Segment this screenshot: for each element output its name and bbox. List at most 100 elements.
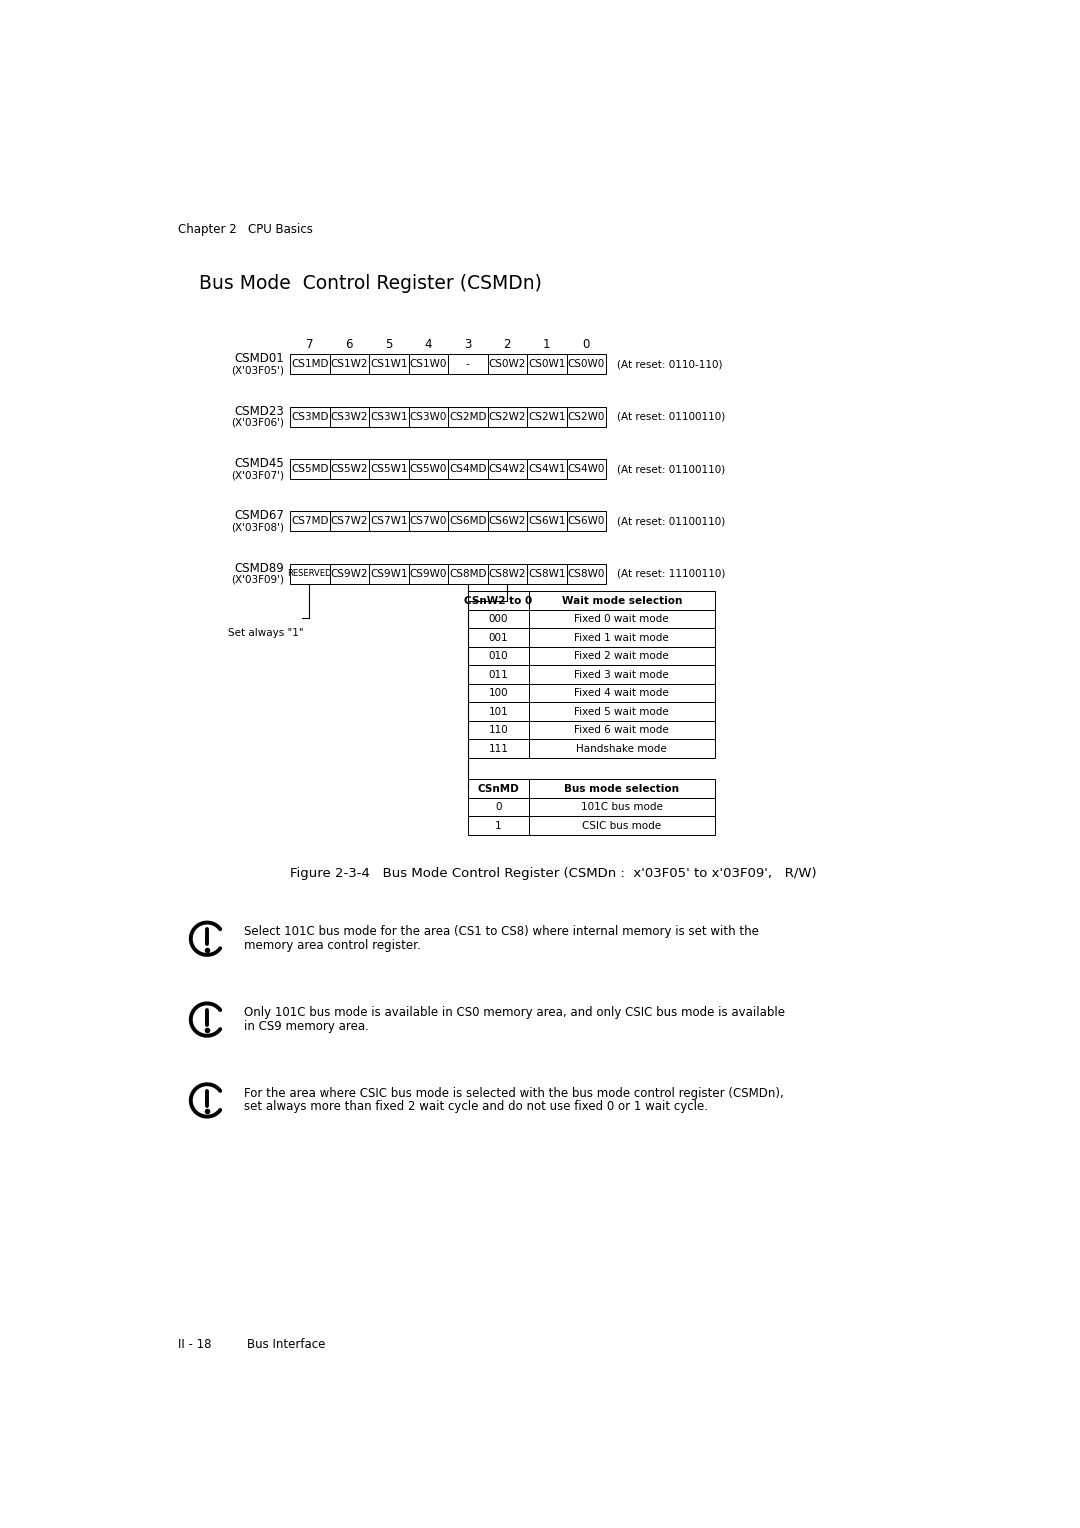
Text: CS7MD: CS7MD <box>291 516 328 526</box>
Text: Set always "1": Set always "1" <box>228 628 303 639</box>
Bar <box>567 406 606 426</box>
Bar <box>469 646 529 665</box>
Text: (At reset: 11100110): (At reset: 11100110) <box>617 568 726 579</box>
Text: CS4MD: CS4MD <box>449 465 487 474</box>
Text: CS4W1: CS4W1 <box>528 465 566 474</box>
Bar <box>469 685 529 703</box>
Text: CSnW2 to 0: CSnW2 to 0 <box>464 596 532 605</box>
Bar <box>469 816 529 834</box>
Text: CS8W0: CS8W0 <box>568 568 605 579</box>
Bar <box>329 512 369 532</box>
Text: 100: 100 <box>488 688 509 698</box>
Text: Bus mode selection: Bus mode selection <box>564 784 679 793</box>
Text: 2: 2 <box>503 338 511 351</box>
Bar <box>529 610 715 628</box>
Bar <box>369 564 408 584</box>
Text: CS6MD: CS6MD <box>449 516 487 526</box>
Text: CS5W1: CS5W1 <box>370 465 407 474</box>
Text: CS3MD: CS3MD <box>291 411 328 422</box>
Bar <box>448 406 488 426</box>
Text: CS1W2: CS1W2 <box>330 359 368 370</box>
Bar <box>329 354 369 374</box>
Text: Handshake mode: Handshake mode <box>577 744 667 753</box>
Text: (X'03F07'): (X'03F07') <box>231 471 284 480</box>
Text: Fixed 3 wait mode: Fixed 3 wait mode <box>575 669 670 680</box>
Text: CS5W0: CS5W0 <box>409 465 447 474</box>
Text: (X'03F08'): (X'03F08') <box>231 523 284 533</box>
Bar <box>329 406 369 426</box>
Bar <box>408 458 448 480</box>
Text: Select 101C bus mode for the area (CS1 to CS8) where internal memory is set with: Select 101C bus mode for the area (CS1 t… <box>243 924 758 938</box>
Text: (At reset: 01100110): (At reset: 01100110) <box>617 516 726 526</box>
Bar <box>488 458 527 480</box>
Text: 6: 6 <box>346 338 353 351</box>
Bar <box>469 591 529 610</box>
Bar <box>291 564 329 584</box>
Bar <box>329 458 369 480</box>
Text: CS9W1: CS9W1 <box>370 568 407 579</box>
Bar <box>291 458 329 480</box>
Bar <box>529 628 715 646</box>
Text: 1: 1 <box>495 821 502 831</box>
Bar <box>529 816 715 834</box>
Bar <box>527 512 567 532</box>
Bar <box>408 354 448 374</box>
Bar <box>469 665 529 685</box>
Text: CS4W2: CS4W2 <box>488 465 526 474</box>
Bar <box>469 740 529 758</box>
Text: CS2MD: CS2MD <box>449 411 487 422</box>
Text: 110: 110 <box>488 726 509 735</box>
Bar <box>488 564 527 584</box>
Bar <box>408 406 448 426</box>
Text: Figure 2-3-4   Bus Mode Control Register (CSMDn :  x'03F05' to x'03F09',   R/W): Figure 2-3-4 Bus Mode Control Register (… <box>291 866 816 880</box>
Text: Fixed 5 wait mode: Fixed 5 wait mode <box>575 706 670 717</box>
Bar <box>369 512 408 532</box>
Bar <box>448 458 488 480</box>
Text: (X'03F09'): (X'03F09') <box>231 575 284 585</box>
Bar <box>529 646 715 665</box>
Text: CS7W0: CS7W0 <box>409 516 447 526</box>
Text: CS9W0: CS9W0 <box>409 568 447 579</box>
Bar <box>529 703 715 721</box>
Bar <box>291 406 329 426</box>
Text: CS3W2: CS3W2 <box>330 411 368 422</box>
Text: CS9W2: CS9W2 <box>330 568 368 579</box>
Bar <box>369 458 408 480</box>
Bar <box>329 564 369 584</box>
Text: (At reset: 0110-110): (At reset: 0110-110) <box>617 359 723 370</box>
Text: Chapter 2   CPU Basics: Chapter 2 CPU Basics <box>177 223 312 237</box>
Text: CS4W0: CS4W0 <box>568 465 605 474</box>
Bar <box>448 354 488 374</box>
Text: Fixed 6 wait mode: Fixed 6 wait mode <box>575 726 670 735</box>
Text: CS3W1: CS3W1 <box>370 411 407 422</box>
Text: CS6W1: CS6W1 <box>528 516 566 526</box>
Text: set always more than fixed 2 wait cycle and do not use fixed 0 or 1 wait cycle.: set always more than fixed 2 wait cycle … <box>243 1100 707 1114</box>
Text: Fixed 2 wait mode: Fixed 2 wait mode <box>575 651 670 662</box>
Text: For the area where CSIC bus mode is selected with the bus mode control register : For the area where CSIC bus mode is sele… <box>243 1086 783 1100</box>
Bar <box>567 458 606 480</box>
Bar <box>369 354 408 374</box>
Text: CS1W0: CS1W0 <box>409 359 447 370</box>
Bar <box>529 779 715 798</box>
Text: 7: 7 <box>306 338 313 351</box>
Bar <box>469 779 529 798</box>
Text: CSnMD: CSnMD <box>477 784 519 793</box>
Bar <box>567 354 606 374</box>
Text: CS2W0: CS2W0 <box>568 411 605 422</box>
Bar <box>369 406 408 426</box>
Text: CS0W2: CS0W2 <box>488 359 526 370</box>
Text: CSMD01: CSMD01 <box>234 353 284 365</box>
Bar <box>529 591 715 610</box>
Text: CSMD45: CSMD45 <box>234 457 284 471</box>
Text: 101C bus mode: 101C bus mode <box>581 802 663 811</box>
Text: memory area control register.: memory area control register. <box>243 938 420 952</box>
Text: CSMD67: CSMD67 <box>234 509 284 523</box>
Text: CS6W2: CS6W2 <box>488 516 526 526</box>
Text: 010: 010 <box>488 651 509 662</box>
Bar <box>529 798 715 816</box>
Text: 0: 0 <box>496 802 502 811</box>
Bar <box>408 512 448 532</box>
Text: CS5W2: CS5W2 <box>330 465 368 474</box>
Text: 4: 4 <box>424 338 432 351</box>
Text: CS1W1: CS1W1 <box>370 359 407 370</box>
